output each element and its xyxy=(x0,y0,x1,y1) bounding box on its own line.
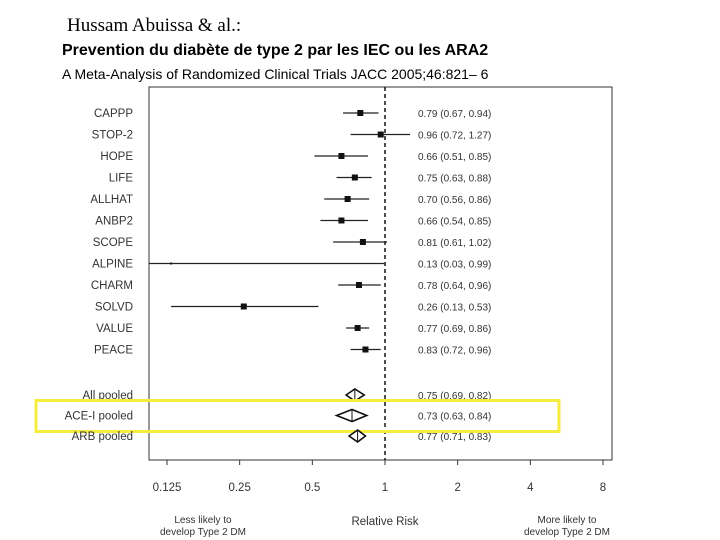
point-estimate-charm xyxy=(355,282,362,288)
study-label-alpine: ALPINE xyxy=(92,259,133,271)
ci-text-alpine: 0.13 (0.03, 0.99) xyxy=(418,260,491,271)
x-tick-label-8: 8 xyxy=(600,482,606,494)
left-note-line-2: develop Type 2 DM xyxy=(160,527,246,538)
ci-text-charm: 0.78 (0.64, 0.96) xyxy=(418,281,491,292)
x-tick-label-2: 2 xyxy=(454,482,460,494)
point-estimate-anbp2 xyxy=(338,217,345,224)
pooled-ci-text-arb-pooled: 0.77 (0.71, 0.83) xyxy=(418,432,491,443)
pooled-ci-text-all-pooled: 0.75 (0.69, 0.82) xyxy=(418,391,491,402)
point-estimate-scope xyxy=(359,239,366,245)
study-label-peace: PEACE xyxy=(94,345,133,357)
study-label-cappp: CAPPP xyxy=(94,108,133,120)
x-tick-label-0-125: 0.125 xyxy=(153,482,182,494)
point-estimate-peace xyxy=(362,346,369,353)
plot-frame xyxy=(148,86,613,461)
point-estimate-life xyxy=(351,174,358,181)
ci-text-scope: 0.81 (0.61, 1.02) xyxy=(418,238,491,249)
study-label-life: LIFE xyxy=(109,173,134,185)
study-label-solvd: SOLVD xyxy=(95,302,133,314)
study-label-allhat: ALLHAT xyxy=(90,194,133,206)
study-label-anbp2: ANBP2 xyxy=(95,216,133,228)
ci-text-peace: 0.83 (0.72, 0.96) xyxy=(418,346,491,357)
ci-text-stop-2: 0.96 (0.72, 1.27) xyxy=(418,131,491,142)
ci-text-allhat: 0.70 (0.56, 0.86) xyxy=(418,195,491,206)
ci-text-cappp: 0.79 (0.67, 0.94) xyxy=(418,109,491,120)
ci-text-value: 0.77 (0.69, 0.86) xyxy=(418,324,491,335)
study-label-hope: HOPE xyxy=(100,151,133,163)
pooled-label-ace-i-pooled: ACE-I pooled xyxy=(65,411,133,423)
ci-text-solvd: 0.26 (0.13, 0.53) xyxy=(418,303,491,314)
study-label-value: VALUE xyxy=(96,323,133,335)
pooled-ci-text-ace-i-pooled: 0.73 (0.63, 0.84) xyxy=(418,412,491,423)
x-tick-label-4: 4 xyxy=(527,482,534,494)
study-label-scope: SCOPE xyxy=(93,237,134,249)
pooled-label-arb-pooled: ARB pooled xyxy=(72,431,133,443)
point-estimate-solvd xyxy=(240,303,247,310)
ci-text-life: 0.75 (0.63, 0.88) xyxy=(418,174,491,185)
x-axis-label: Relative Risk xyxy=(351,516,418,528)
x-tick-label-0-25: 0.25 xyxy=(228,482,250,494)
point-estimate-hope xyxy=(338,153,345,159)
x-tick-label-1: 1 xyxy=(382,482,388,494)
study-label-charm: CHARM xyxy=(91,280,133,292)
right-note-line-2: develop Type 2 DM xyxy=(524,527,610,538)
highlight-box xyxy=(34,399,561,433)
slide-subtitle: A Meta-Analysis of Randomized Clinical T… xyxy=(62,66,489,82)
study-label-stop-2: STOP-2 xyxy=(92,130,133,142)
point-estimate-cappp xyxy=(357,110,364,116)
right-note-line-1: More likely to xyxy=(538,515,597,526)
ci-text-hope: 0.66 (0.51, 0.85) xyxy=(418,152,491,163)
x-tick-label-0-5: 0.5 xyxy=(304,482,320,494)
slide-title: Prevention du diabète de type 2 par les … xyxy=(62,42,489,59)
left-note-line-1: Less likely to xyxy=(174,515,232,526)
point-estimate-allhat xyxy=(344,196,351,202)
author-line: Hussam Abuissa & al.: xyxy=(67,15,242,36)
point-estimate-stop-2 xyxy=(377,131,384,138)
point-estimate-alpine xyxy=(170,262,173,265)
point-estimate-value xyxy=(354,325,361,331)
ci-text-anbp2: 0.66 (0.54, 0.85) xyxy=(418,217,491,228)
